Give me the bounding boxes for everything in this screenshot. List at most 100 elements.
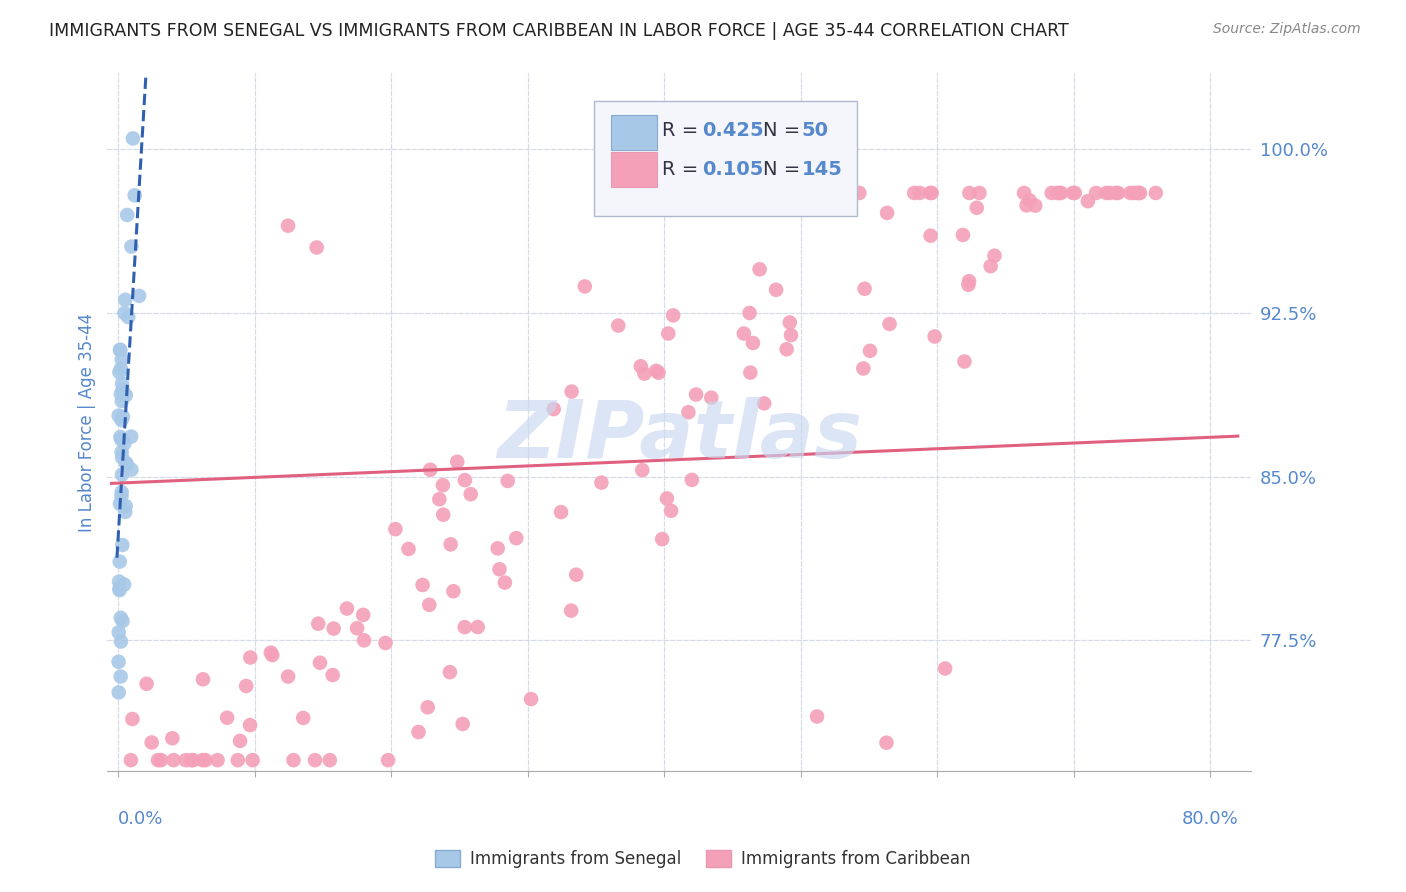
Point — [398, 541, 420, 556]
Point — [146, 753, 169, 767]
Point — [952, 227, 974, 242]
Point — [162, 731, 184, 746]
Point — [678, 405, 700, 419]
Point — [108, 343, 131, 358]
Point — [630, 359, 652, 374]
Point — [876, 206, 898, 220]
Point — [432, 478, 454, 492]
Point — [277, 219, 299, 233]
Point — [150, 753, 173, 767]
Point — [110, 445, 132, 459]
Point — [432, 508, 454, 522]
Point — [460, 487, 482, 501]
Point — [374, 636, 396, 650]
Point — [235, 679, 257, 693]
Point — [550, 505, 572, 519]
Point — [440, 537, 463, 551]
Legend: Immigrants from Senegal, Immigrants from Caribbean: Immigrants from Senegal, Immigrants from… — [429, 843, 977, 875]
Point — [277, 669, 299, 683]
Point — [1024, 199, 1046, 213]
Y-axis label: In Labor Force | Age 35-44: In Labor Force | Age 35-44 — [79, 312, 96, 532]
Point — [1122, 186, 1144, 200]
Text: 0.105: 0.105 — [702, 160, 763, 178]
Point — [752, 396, 775, 410]
Point — [520, 692, 543, 706]
Point — [111, 409, 134, 424]
Text: 0.425: 0.425 — [702, 121, 763, 140]
Point — [427, 492, 450, 507]
Point — [141, 735, 163, 749]
Point — [920, 186, 942, 200]
Text: 80.0%: 80.0% — [1182, 810, 1239, 828]
Point — [191, 673, 214, 687]
Point — [108, 497, 131, 511]
Point — [957, 274, 980, 288]
Point — [1049, 186, 1071, 200]
Point — [322, 622, 344, 636]
Point — [574, 279, 596, 293]
Point — [418, 598, 440, 612]
Point — [377, 753, 399, 767]
Point — [108, 581, 131, 595]
Point — [700, 391, 723, 405]
Point — [647, 366, 669, 380]
Point — [765, 283, 787, 297]
Point — [108, 574, 131, 589]
Point — [115, 388, 138, 402]
FancyBboxPatch shape — [610, 152, 657, 186]
Point — [662, 309, 685, 323]
Point — [319, 753, 342, 767]
Point — [110, 413, 132, 427]
Point — [655, 491, 678, 506]
Point — [110, 489, 132, 503]
Point — [1095, 186, 1118, 200]
Point — [416, 700, 439, 714]
Point — [128, 289, 150, 303]
Point — [957, 186, 980, 200]
Point — [110, 611, 132, 625]
Point — [124, 188, 146, 202]
Point — [446, 455, 468, 469]
Point — [239, 650, 262, 665]
Point — [645, 364, 668, 378]
Point — [980, 259, 1002, 273]
Point — [441, 584, 464, 599]
Point — [505, 531, 527, 545]
Point — [194, 753, 217, 767]
Text: Source: ZipAtlas.com: Source: ZipAtlas.com — [1213, 22, 1361, 37]
Text: N =: N = — [763, 121, 807, 140]
Point — [292, 711, 315, 725]
Point — [242, 753, 264, 767]
Point — [740, 366, 762, 380]
Point — [1126, 186, 1149, 200]
Point — [983, 249, 1005, 263]
Point — [852, 361, 875, 376]
Point — [111, 352, 134, 367]
Point — [181, 753, 204, 767]
Point — [439, 665, 461, 680]
Point — [1050, 186, 1073, 200]
Point — [488, 562, 510, 576]
Point — [607, 318, 630, 333]
Point — [112, 577, 135, 591]
Point — [631, 463, 654, 477]
Point — [229, 734, 252, 748]
Point — [685, 387, 707, 401]
Point — [384, 522, 406, 536]
Point — [107, 625, 129, 640]
Point — [543, 402, 565, 417]
Point — [110, 634, 132, 648]
Point — [120, 239, 142, 253]
Point — [903, 186, 925, 200]
Point — [262, 648, 284, 662]
Text: 50: 50 — [801, 121, 828, 140]
Point — [957, 277, 980, 292]
Point — [875, 736, 897, 750]
Point — [217, 711, 239, 725]
Point — [110, 387, 132, 401]
Point — [853, 282, 876, 296]
Point — [111, 383, 134, 397]
Point — [780, 328, 803, 343]
Point — [111, 376, 134, 391]
Point — [496, 474, 519, 488]
